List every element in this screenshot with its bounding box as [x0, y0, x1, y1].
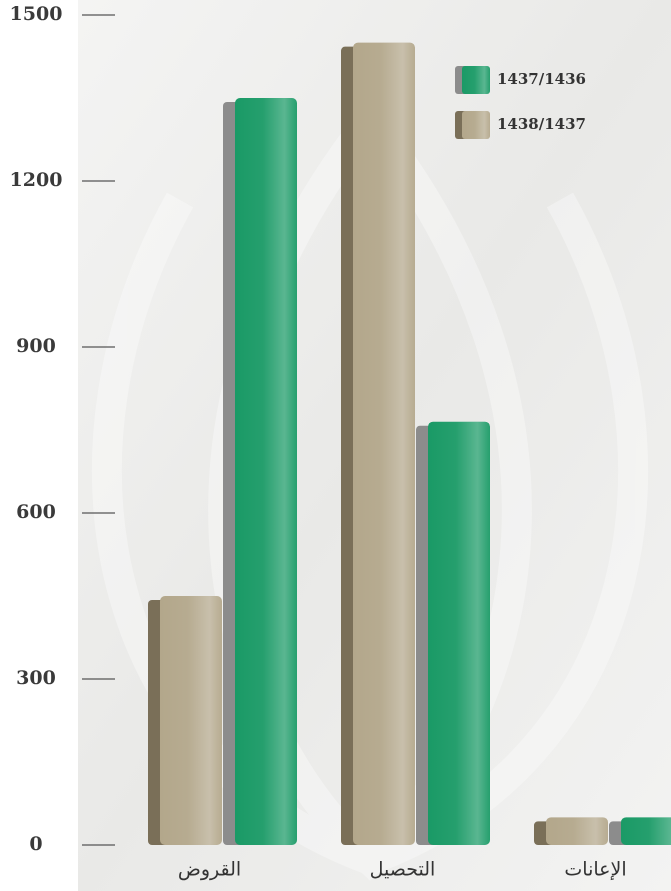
bar-shine	[428, 421, 490, 845]
y-tick-label: 1500	[10, 3, 63, 25]
legend-label: 1438/1437	[497, 115, 586, 133]
bar-shine	[235, 98, 297, 845]
y-tick-label: 900	[16, 335, 56, 357]
y-tick-label: 1200	[10, 169, 63, 191]
bar-shine	[546, 817, 608, 845]
x-tick-label: القروض	[178, 859, 241, 881]
legend-shine	[462, 66, 490, 94]
bar-shine	[353, 42, 415, 845]
x-tick-label: التحصيل	[370, 859, 436, 881]
legend-label: 1437/1436	[497, 70, 586, 88]
x-tick-label: الإعانات	[564, 859, 626, 881]
y-tick-label: 600	[16, 501, 56, 523]
y-tick-label: 300	[16, 667, 56, 689]
axis-background	[0, 0, 78, 891]
bar-shine	[160, 596, 222, 845]
y-tick-label: 0	[29, 833, 42, 855]
legend-shine	[462, 111, 490, 139]
bar-shine	[621, 817, 671, 845]
